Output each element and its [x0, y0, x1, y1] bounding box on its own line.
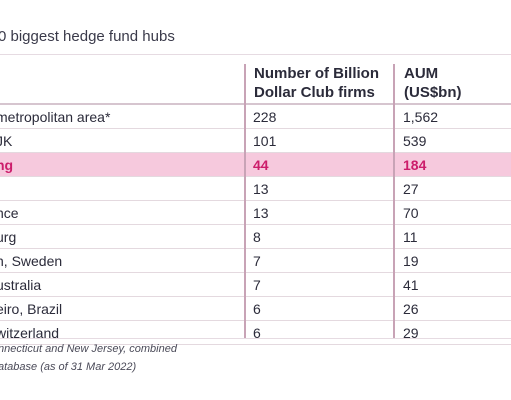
cell-aum: 11 — [403, 229, 418, 245]
table-row: nce 13 70 — [0, 201, 511, 225]
header-aum: AUM (US$bn) — [404, 64, 462, 102]
cell-firm-count: 7 — [253, 277, 261, 293]
table-title: 0 biggest hedge fund hubs — [0, 28, 175, 45]
cell-city: witzerland — [0, 325, 60, 341]
cell-aum: 19 — [403, 253, 419, 269]
bottom-rule — [0, 338, 511, 339]
cell-city: nce — [0, 205, 19, 221]
cell-city: eiro, Brazil — [0, 301, 63, 317]
header-firm-count-line2: Dollar Club firms — [254, 84, 375, 101]
header-aum-line1: AUM — [404, 65, 439, 82]
header-aum-line2: (US$bn) — [404, 84, 462, 101]
column-divider-2 — [393, 64, 395, 338]
footnote-2: atabase (as of 31 Mar 2022) — [0, 361, 137, 373]
cell-firm-count: 228 — [253, 109, 277, 125]
cell-firm-count: 101 — [253, 133, 277, 149]
cell-aum: 1,562 — [403, 109, 439, 125]
table-row: witzerland 6 29 — [0, 321, 511, 345]
cell-city: n, Sweden — [0, 253, 63, 269]
cell-firm-count: 13 — [253, 205, 269, 221]
cell-firm-count: 7 — [253, 253, 261, 269]
table-body: metropolitan area* 228 1,562 JK 101 539 ng 44 18… — [0, 105, 511, 345]
header-firm-count: Number of Billion Dollar Club firms — [254, 64, 379, 102]
column-divider-1 — [244, 64, 246, 338]
table-row: eiro, Brazil 6 26 — [0, 297, 511, 321]
table-row: urg 8 11 — [0, 225, 511, 249]
table-row: ustralia 7 41 — [0, 273, 511, 297]
cell-aum: 26 — [403, 301, 419, 317]
header-firm-count-line1: Number of Billion — [254, 65, 379, 82]
cell-aum: 29 — [403, 325, 419, 341]
cell-firm-count: 13 — [253, 181, 269, 197]
header-rule — [0, 103, 511, 105]
cell-aum: 539 — [403, 133, 427, 149]
cell-firm-count: 8 — [253, 229, 261, 245]
cell-aum: 27 — [403, 181, 419, 197]
cell-aum: 184 — [403, 157, 427, 173]
cell-aum: 41 — [403, 277, 419, 293]
cell-aum: 70 — [403, 205, 419, 221]
footnote-1: nnecticut and New Jersey, combined — [0, 343, 177, 355]
table-row: JK 101 539 — [0, 129, 511, 153]
cell-city: metropolitan area* — [0, 109, 111, 125]
cell-firm-count: 6 — [253, 301, 261, 317]
cell-firm-count: 6 — [253, 325, 261, 341]
table-row: ng 44 184 — [0, 153, 511, 177]
cell-firm-count: 44 — [253, 157, 269, 173]
table-row: 13 27 — [0, 177, 511, 201]
cell-city: JK — [0, 133, 13, 149]
cell-city: ustralia — [0, 277, 42, 293]
table-row: n, Sweden 7 19 — [0, 249, 511, 273]
table-row: metropolitan area* 228 1,562 — [0, 105, 511, 129]
cell-city: urg — [0, 229, 17, 245]
cell-city: ng — [0, 157, 14, 173]
top-rule — [0, 54, 511, 55]
